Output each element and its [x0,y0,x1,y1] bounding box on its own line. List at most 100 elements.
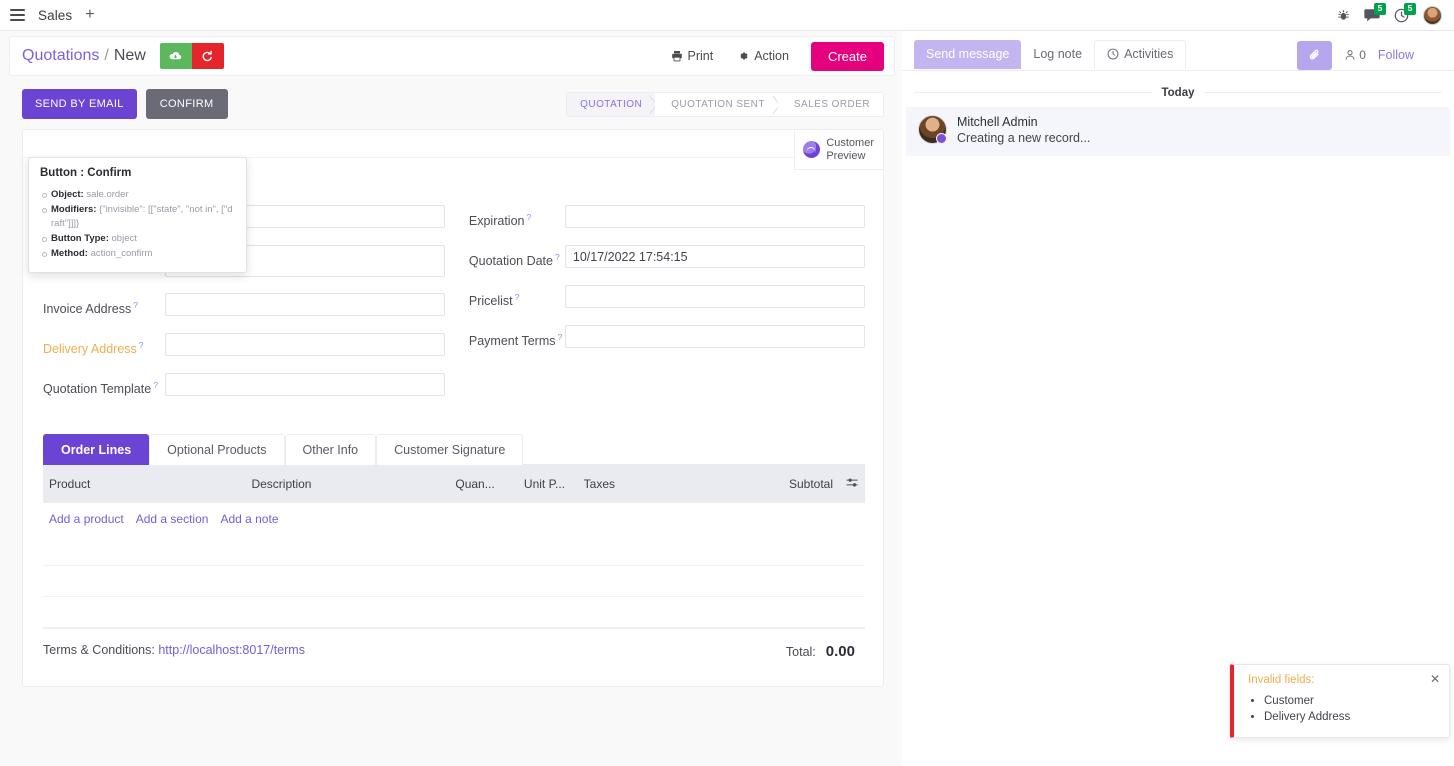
field-expiration: Expiration? [469,205,865,229]
send-message-tab[interactable]: Send message [914,40,1022,69]
create-button[interactable]: Create [810,41,884,71]
customer-preview-line2: Preview [826,149,866,162]
tab-order-lines[interactable]: Order Lines [43,433,150,465]
status-quotation-sent[interactable]: QUOTATION SENT [655,92,778,116]
breadcrumb-quotations[interactable]: Quotations [22,47,100,64]
breadcrumb-current: New [113,47,146,64]
customer-preview-label: Customer Preview [826,137,874,163]
notification-field-list: Customer Delivery Address [1248,693,1437,725]
col-unit-price[interactable]: Unit P... [517,464,578,503]
message-content: Mitchell Admin Creating a new record... [957,115,1090,146]
send-by-email-button[interactable]: SEND BY EMAIL [22,89,137,119]
order-lines-body: Add a product Add a section Add a note [43,503,865,629]
payment-terms-input[interactable] [564,325,865,349]
date-separator-label: Today [1152,87,1204,99]
log-note-tab[interactable]: Log note [1033,47,1083,61]
hamburger-icon[interactable] [10,9,25,21]
confirm-button[interactable]: CONFIRM [145,89,228,119]
col-taxes[interactable]: Taxes [577,464,757,503]
close-icon[interactable]: ✕ [1429,672,1440,686]
table-header-row: Product Description Quan... Unit P... Ta… [43,464,865,503]
add-links: Add a product Add a section Add a note [49,512,859,526]
status-quotation[interactable]: QUOTATION [567,92,656,116]
field-payment-terms-label: Payment Terms? [468,332,563,349]
activities-tab[interactable]: Activities [1094,40,1187,69]
field-quotation-template: Quotation Template? [43,373,445,397]
add-a-note-link[interactable]: Add a note [220,511,279,526]
control-panel-actions: Print Action Create [659,41,884,71]
tooltip-title: Button : Confirm [40,167,132,179]
discard-button[interactable] [191,43,224,69]
customer-preview-button[interactable]: Customer Preview [794,130,883,170]
avatar [918,115,947,144]
print-button[interactable]: Print [659,44,726,68]
action-label: Action [754,49,789,63]
followers-count[interactable]: 0 [1344,48,1366,62]
messages-icon[interactable]: 5 [1364,2,1386,23]
field-pricelist: Pricelist? [469,285,865,309]
field-pricelist-label: Pricelist? [468,292,520,309]
col-description[interactable]: Description [245,464,450,503]
quotation-date-input[interactable] [564,245,865,269]
tab-other-info[interactable]: Other Info [284,433,377,465]
bug-icon[interactable] [1337,9,1350,22]
tooltip-item-object: Object: sale.order [42,188,235,202]
page-body: Quotations / New Print [0,31,1454,766]
invoice-address-input[interactable] [165,293,445,317]
printer-icon [671,50,682,62]
activities-label: Activities [1124,47,1174,61]
expiration-input[interactable] [564,205,865,228]
field-quotation-date-label: Quotation Date? [468,252,560,269]
add-a-section-link[interactable]: Add a section [135,511,209,526]
message-author: Mitchell Admin [957,115,1038,129]
order-lines-header: Product Description Quan... Unit P... Ta… [43,464,865,503]
col-product[interactable]: Product [43,464,246,503]
save-button[interactable] [159,43,192,69]
tab-optional-products[interactable]: Optional Products [149,433,285,465]
chatter-pane: Send message Log note Activities 0 Follo… [902,31,1454,766]
add-links-cell: Add a product Add a section Add a note [43,503,865,535]
navbar-left: Sales + [10,7,95,23]
action-button[interactable]: Action [725,44,801,68]
add-a-product-link[interactable]: Add a product [49,511,124,526]
systray: 5 5 [1337,2,1442,25]
terms-link[interactable]: http://localhost:8017/terms [158,643,305,658]
field-delivery-address: Delivery Address? [43,333,445,357]
notification-title: Invalid fields: [1248,674,1315,686]
message-body: Creating a new record... [957,131,1091,145]
column-settings-icon[interactable] [839,464,865,503]
breadcrumb: Quotations / New [22,43,224,69]
paperclip-icon[interactable] [1297,40,1333,70]
chatter-toolbar: Send message Log note Activities 0 Follo… [902,31,1454,71]
terms-and-conditions: Terms & Conditions: http://localhost:801… [43,643,305,657]
status-sales-order[interactable]: SALES ORDER [777,92,883,116]
statusbar-row: SEND BY EMAIL CONFIRM QUOTATION QUOTATIO… [10,83,894,129]
chatter-message: Mitchell Admin Creating a new record... [906,107,1450,156]
follow-button[interactable]: Follow [1377,48,1414,62]
col-subtotal[interactable]: Subtotal [756,464,840,503]
form-pane: Quotations / New Print [0,31,902,766]
tooltip-item-button-type: Button Type: object [42,232,235,246]
invalid-fields-notification: ✕ Invalid fields: Customer Delivery Addr… [1230,664,1450,738]
app-name[interactable]: Sales [38,7,73,23]
notification-field-item: Customer [1264,693,1437,709]
col-quantity[interactable]: Quan... [449,464,518,503]
tab-customer-signature[interactable]: Customer Signature [376,433,524,465]
customer-preview-line1: Customer [826,136,874,149]
notification-field-item: Delivery Address [1264,709,1437,725]
new-tab-plus-icon[interactable]: + [85,6,95,23]
save-discard-group [159,43,224,69]
total-label: Total: [785,645,816,660]
notebook: Order Lines Optional Products Other Info… [23,433,883,629]
user-avatar[interactable] [1423,5,1442,25]
tooltip-item-modifiers: Modifiers: {"invisible": [["state", "not… [42,203,235,231]
clock-icon [1107,48,1119,60]
pricelist-input[interactable] [564,285,865,309]
field-expiration-label: Expiration? [468,212,532,229]
activities-clock-icon[interactable]: 5 [1394,2,1416,23]
followers-count-value: 0 [1359,48,1366,62]
quotation-template-input[interactable] [165,373,445,397]
delivery-address-input[interactable] [165,333,445,357]
gear-icon [740,52,748,60]
empty-row [43,565,865,598]
